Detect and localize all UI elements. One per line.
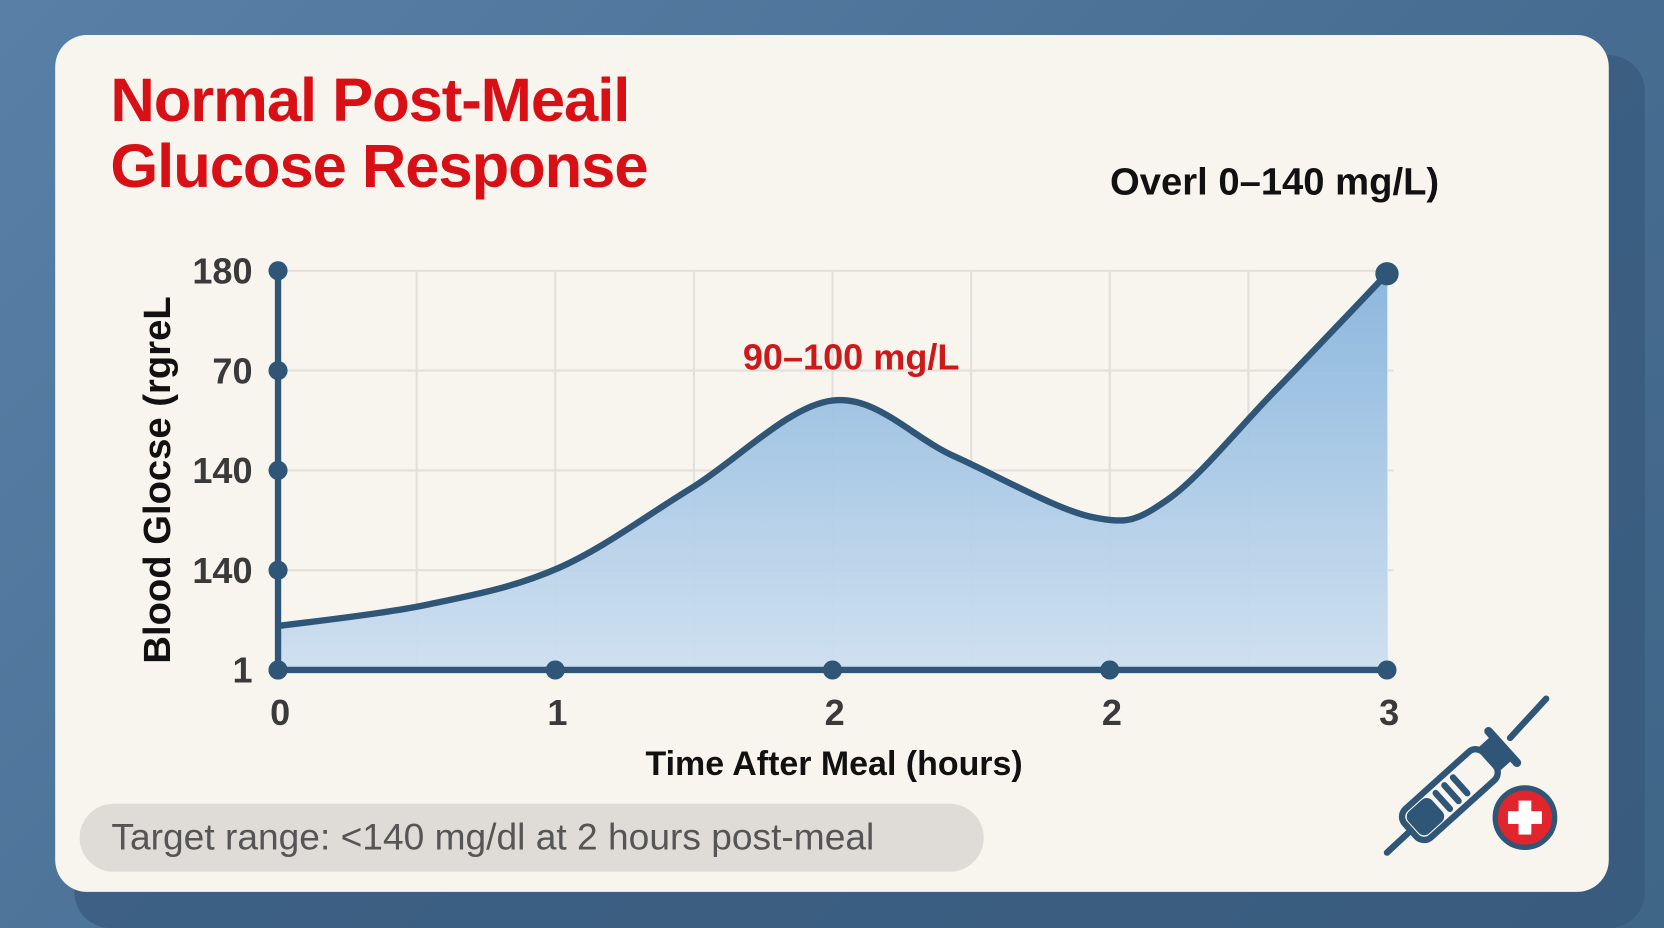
chart-subtitle: Overl 0–140 mg/L): [1110, 159, 1440, 203]
target-range-note: Target range: <140 mg/dl at 2 hours post…: [79, 803, 984, 872]
x-tick-marker: [1100, 660, 1120, 680]
y-axis-label: Blood Glocse (rgreL: [136, 296, 179, 663]
y-tick-marker: [268, 261, 288, 281]
syringe-medical-icon: [1383, 695, 1558, 856]
chart-title-line-1: Normal Post-Meail: [110, 65, 630, 135]
data-point-end: [1375, 262, 1399, 286]
target-range-text: Target range: <140 mg/dl at 2 hours post…: [111, 816, 875, 858]
x-tick-marker: [268, 660, 288, 680]
x-tick-label: 2: [1102, 692, 1122, 733]
y-tick-label: 140: [192, 450, 252, 491]
y-tick-label: 140: [192, 550, 252, 591]
chart-title-line-2: Glucose Response: [110, 131, 648, 201]
x-tick-marker: [1377, 660, 1397, 680]
x-axis-label: Time After Meal (hours): [645, 745, 1022, 783]
x-tick-label: 3: [1379, 692, 1399, 733]
y-tick-label: 70: [212, 350, 252, 391]
x-tick-marker: [822, 660, 843, 680]
x-tick-label: 1: [547, 692, 567, 733]
x-tick-label: 0: [270, 692, 290, 733]
x-tick-marker: [545, 660, 565, 680]
peak-annotation: 90–100 mg/L: [742, 337, 960, 379]
y-tick-label: 1: [232, 650, 252, 691]
y-tick-marker: [268, 560, 288, 580]
x-tick-label: 2: [825, 692, 845, 733]
y-tick-marker: [268, 361, 288, 381]
y-tick-label: 180: [192, 250, 252, 291]
series-line: [277, 271, 1390, 630]
y-tick-marker: [268, 460, 288, 480]
